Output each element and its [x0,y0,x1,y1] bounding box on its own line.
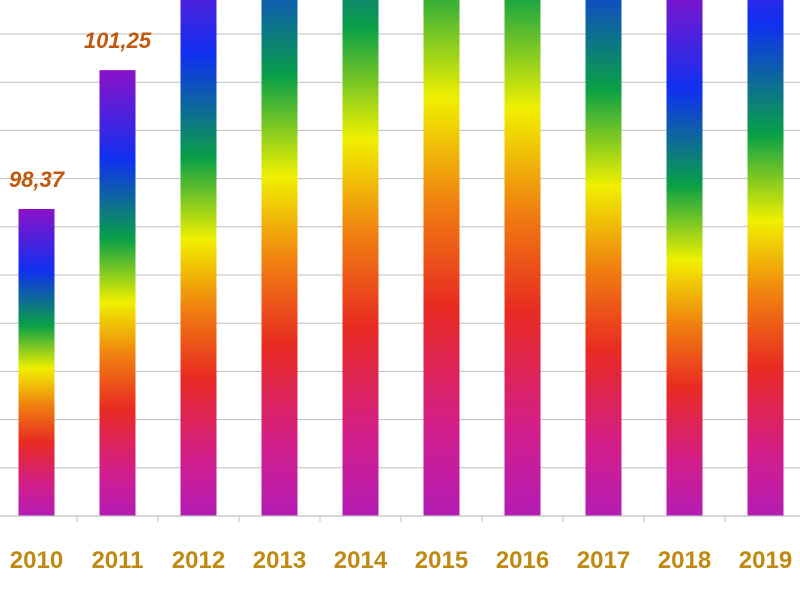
bar-2015 [423,0,460,516]
data-labels: 98,37101,25103,95106,68108,30110,05109,5… [9,28,152,192]
x-tick-label: 2017 [577,547,630,574]
data-label: 101,25 [84,28,152,53]
x-tick-label: 2014 [334,547,388,574]
bar-2010 [18,208,55,516]
bar-2011 [99,70,136,517]
bar-2017 [585,0,622,517]
bar-2016 [504,0,541,516]
x-axis: 2010 2011 2012 2013 2014 2015 2016 2017 2018 2019… [0,515,800,574]
x-tick-label: 2018 [658,547,711,574]
bar-2013 [261,0,298,516]
bar-2018 [666,0,703,516]
bar-2019 [747,0,784,516]
x-tick-label: 2010 [10,547,63,574]
x-tick-label: 2015 [415,547,468,574]
x-tick-label: 2012 [172,547,225,574]
x-tick-label: 2011 [91,547,143,574]
x-tick-label: 2019 [739,547,792,574]
bars [18,0,784,517]
bar-2012 [180,0,217,516]
data-label: 98,37 [9,167,66,192]
bar-2014 [342,0,379,517]
x-tick-label: 2013 [253,547,306,574]
x-tick-label: 2016 [496,547,549,574]
